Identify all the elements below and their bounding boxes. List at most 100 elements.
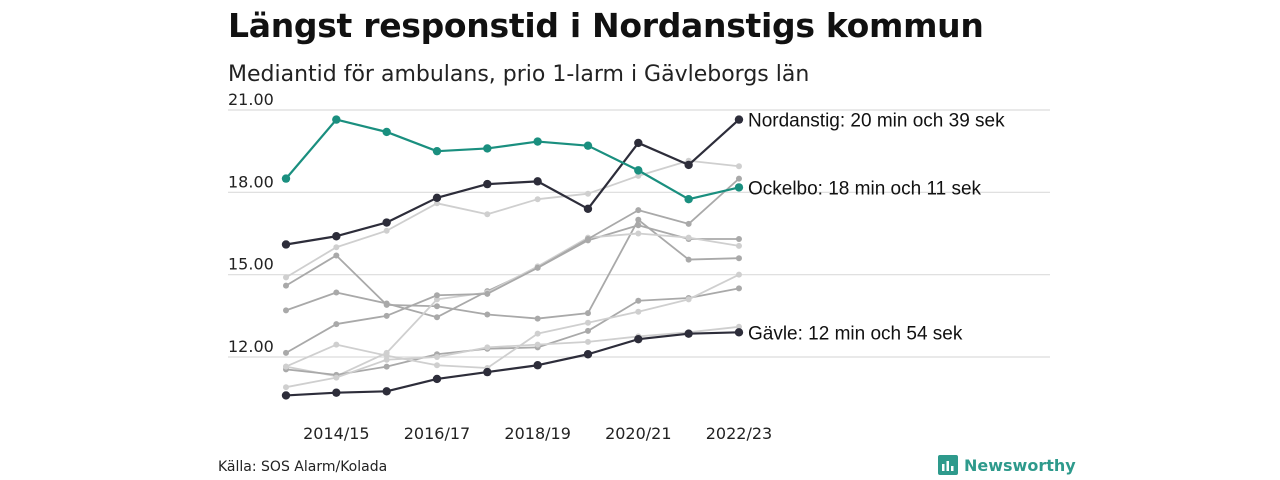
data-point — [734, 328, 744, 337]
data-point — [283, 307, 289, 314]
data-point — [382, 127, 391, 137]
data-point — [735, 255, 742, 262]
x-tick-label: 2022/23 — [706, 424, 772, 443]
data-point — [634, 138, 643, 148]
data-point — [332, 115, 341, 124]
data-point — [283, 349, 289, 356]
data-point — [635, 297, 642, 304]
data-point — [685, 234, 692, 241]
chart-subtitle: Mediantid för ambulans, prio 1-larm i Gä… — [228, 62, 810, 87]
data-point — [433, 200, 440, 207]
data-point — [734, 115, 744, 124]
series-line-municipality — [285, 273, 740, 369]
newsworthy-brand: Newsworthy — [938, 455, 1076, 475]
data-point — [383, 300, 390, 307]
series-label-nordanstig: Nordanstig: 20 min och 39 sek — [748, 111, 1005, 132]
data-point — [735, 285, 742, 292]
data-point — [383, 363, 390, 370]
source-note: Källa: SOS Alarm/Kolada — [218, 459, 388, 475]
data-point — [634, 166, 643, 175]
series-label-g-vle: Gävle: 12 min och 54 sek — [748, 323, 963, 344]
brand-name: Newsworthy — [964, 455, 1076, 475]
data-point — [432, 374, 442, 384]
data-point — [484, 311, 491, 318]
data-point — [383, 227, 390, 234]
data-point — [635, 216, 642, 223]
series-label-ockelbo: Ockelbo: 18 min och 11 sek — [748, 178, 982, 199]
data-point — [332, 232, 341, 241]
series-line-municipality — [285, 177, 740, 354]
data-point — [584, 327, 591, 334]
data-point — [685, 220, 692, 227]
data-point — [433, 292, 440, 299]
data-point — [534, 341, 541, 348]
data-point — [634, 334, 643, 344]
data-point — [583, 204, 593, 213]
data-point — [684, 160, 693, 170]
data-point — [583, 141, 593, 150]
x-tick-label: 2014/15 — [303, 424, 369, 443]
data-point — [484, 344, 491, 351]
data-point — [383, 312, 390, 319]
data-point — [433, 354, 440, 360]
data-point — [281, 174, 291, 183]
y-tick-label: 15.00 — [228, 255, 274, 274]
data-point — [432, 193, 442, 203]
data-point — [635, 230, 642, 237]
data-point — [332, 388, 341, 397]
data-point — [735, 235, 742, 242]
data-point — [584, 235, 591, 242]
data-point — [684, 329, 693, 338]
data-point — [484, 290, 491, 297]
data-point — [432, 146, 442, 156]
data-point — [584, 310, 591, 317]
data-point — [333, 341, 340, 348]
data-point — [283, 282, 289, 289]
data-point — [533, 137, 542, 146]
data-point — [584, 190, 591, 197]
data-point — [283, 363, 289, 370]
x-tick-label: 2018/19 — [504, 424, 570, 443]
data-point — [635, 222, 642, 229]
data-point — [635, 172, 642, 179]
data-point — [735, 271, 742, 278]
y-tick-label: 12.00 — [228, 337, 274, 356]
data-point — [533, 361, 542, 370]
data-point — [735, 242, 742, 249]
data-point — [333, 321, 340, 328]
series-line-municipality — [285, 325, 740, 389]
data-point — [433, 296, 440, 303]
data-point — [382, 387, 391, 396]
data-point — [283, 274, 289, 281]
series-line-municipality — [285, 159, 740, 279]
data-point — [382, 218, 391, 227]
data-point — [534, 264, 541, 271]
data-point — [433, 314, 440, 321]
data-point — [534, 330, 541, 337]
y-tick-label: 18.00 — [228, 172, 274, 191]
data-point — [583, 350, 593, 359]
data-point — [584, 338, 591, 345]
data-point — [281, 391, 291, 400]
data-point — [735, 163, 742, 170]
series-line-municipality — [285, 287, 740, 376]
data-point — [533, 177, 542, 186]
data-point — [483, 179, 492, 189]
data-point — [333, 244, 340, 251]
data-point — [735, 323, 742, 330]
data-point — [483, 144, 492, 153]
series-line-ockelbo — [285, 118, 740, 201]
x-tick-label: 2020/21 — [605, 424, 671, 443]
data-point — [584, 319, 591, 326]
series-line-nordanstig — [285, 118, 740, 246]
data-point — [283, 384, 289, 391]
chart-title: Längst responstid i Nordanstigs kommun — [228, 6, 984, 45]
data-point — [685, 256, 692, 263]
data-point — [735, 175, 742, 182]
data-point — [684, 194, 693, 204]
data-point — [383, 356, 390, 363]
data-point — [734, 183, 744, 192]
series-line-municipality — [285, 218, 739, 320]
data-point — [433, 362, 440, 369]
series-line-g-vle — [285, 331, 739, 397]
